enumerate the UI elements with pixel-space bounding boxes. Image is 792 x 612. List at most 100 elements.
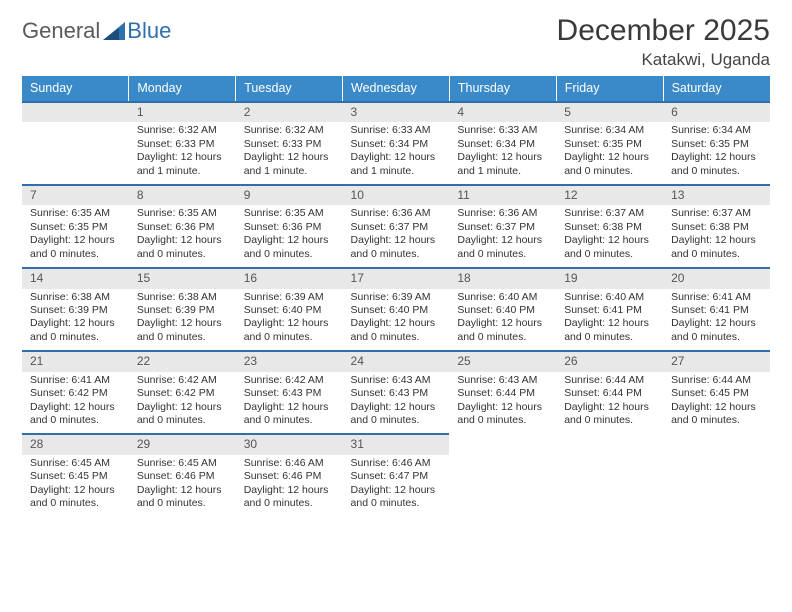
daylight-text-1: Daylight: 12 hours	[351, 234, 444, 247]
daylight-text-2: and 0 minutes.	[30, 331, 123, 344]
day-number-cell: 4	[449, 102, 556, 122]
day-info-cell	[663, 455, 770, 517]
sunset-text: Sunset: 6:43 PM	[244, 387, 337, 400]
daylight-text-1: Daylight: 12 hours	[457, 151, 550, 164]
day-info-cell: Sunrise: 6:42 AMSunset: 6:43 PMDaylight:…	[236, 372, 343, 435]
sunrise-text: Sunrise: 6:40 AM	[564, 291, 657, 304]
week-info-row: Sunrise: 6:32 AMSunset: 6:33 PMDaylight:…	[22, 122, 770, 185]
daylight-text-1: Daylight: 12 hours	[671, 151, 764, 164]
sunset-text: Sunset: 6:41 PM	[671, 304, 764, 317]
day-info-cell: Sunrise: 6:33 AMSunset: 6:34 PMDaylight:…	[449, 122, 556, 185]
daylight-text-2: and 0 minutes.	[30, 497, 123, 510]
daylight-text-1: Daylight: 12 hours	[457, 317, 550, 330]
day-info-cell: Sunrise: 6:36 AMSunset: 6:37 PMDaylight:…	[449, 205, 556, 268]
sunrise-text: Sunrise: 6:46 AM	[244, 457, 337, 470]
logo-blue-triangle-icon	[103, 22, 125, 40]
daylight-text-2: and 0 minutes.	[244, 497, 337, 510]
day-number-cell: 13	[663, 185, 770, 205]
week-daynum-row: 78910111213	[22, 185, 770, 205]
sunset-text: Sunset: 6:35 PM	[564, 138, 657, 151]
week-info-row: Sunrise: 6:41 AMSunset: 6:42 PMDaylight:…	[22, 372, 770, 435]
weekday-header: Monday	[129, 76, 236, 102]
daylight-text-2: and 0 minutes.	[671, 331, 764, 344]
day-info-cell: Sunrise: 6:38 AMSunset: 6:39 PMDaylight:…	[22, 289, 129, 352]
day-info-cell: Sunrise: 6:38 AMSunset: 6:39 PMDaylight:…	[129, 289, 236, 352]
logo: General Blue	[22, 18, 171, 44]
day-number-cell: 23	[236, 351, 343, 371]
day-info-cell: Sunrise: 6:46 AMSunset: 6:46 PMDaylight:…	[236, 455, 343, 517]
daylight-text-1: Daylight: 12 hours	[244, 484, 337, 497]
daylight-text-2: and 0 minutes.	[244, 331, 337, 344]
sunset-text: Sunset: 6:37 PM	[457, 221, 550, 234]
sunset-text: Sunset: 6:40 PM	[244, 304, 337, 317]
daylight-text-1: Daylight: 12 hours	[351, 484, 444, 497]
daylight-text-1: Daylight: 12 hours	[351, 401, 444, 414]
sunset-text: Sunset: 6:44 PM	[564, 387, 657, 400]
daylight-text-2: and 0 minutes.	[30, 414, 123, 427]
title-block: December 2025 Katakwi, Uganda	[557, 14, 770, 70]
header: General Blue December 2025 Katakwi, Ugan…	[22, 14, 770, 70]
week-info-row: Sunrise: 6:45 AM Sunset: 6:45 PM Daylight:…	[22, 455, 770, 517]
day-number-cell: 16	[236, 268, 343, 288]
day-info-cell: Sunrise: 6:44 AMSunset: 6:45 PMDaylight:…	[663, 372, 770, 435]
sunset-text: Sunset: 6:36 PM	[137, 221, 230, 234]
day-info-cell: Sunrise: 6:44 AMSunset: 6:44 PMDaylight:…	[556, 372, 663, 435]
sunrise-text: Sunrise: 6:32 AM	[244, 124, 337, 137]
sunset-text: Sunset: 6:47 PM	[351, 470, 444, 483]
daylight-text-2: and 0 minutes.	[457, 414, 550, 427]
day-number-cell: 28	[22, 434, 129, 454]
calendar-table: Sunday Monday Tuesday Wednesday Thursday…	[22, 76, 770, 517]
daylight-text-2: and 0 minutes.	[351, 248, 444, 261]
day-info-cell: Sunrise: 6:40 AMSunset: 6:41 PMDaylight:…	[556, 289, 663, 352]
sunset-text: Sunset: 6:45 PM	[30, 470, 123, 483]
day-number-cell: 24	[343, 351, 450, 371]
sunset-text: Sunset: 6:35 PM	[671, 138, 764, 151]
daylight-text-1: Daylight: 12 hours	[244, 151, 337, 164]
day-info-cell: Sunrise: 6:35 AMSunset: 6:36 PMDaylight:…	[129, 205, 236, 268]
sunrise-text: Sunrise: 6:33 AM	[351, 124, 444, 137]
sunset-text: Sunset: 6:46 PM	[137, 470, 230, 483]
weekday-header: Tuesday	[236, 76, 343, 102]
day-info-cell: Sunrise: 6:39 AMSunset: 6:40 PMDaylight:…	[343, 289, 450, 352]
sunrise-text: Sunrise: 6:36 AM	[457, 207, 550, 220]
sunrise-text: Sunrise: 6:45 AM	[137, 457, 230, 470]
day-info-cell: Sunrise: 6:32 AMSunset: 6:33 PMDaylight:…	[129, 122, 236, 185]
day-number-cell: 10	[343, 185, 450, 205]
sunrise-text: Sunrise: 6:39 AM	[351, 291, 444, 304]
sunrise-text: Sunrise: 6:32 AM	[137, 124, 230, 137]
sunrise-text: Sunrise: 6:44 AM	[564, 374, 657, 387]
daylight-text-2: and 0 minutes.	[457, 331, 550, 344]
day-number-cell: 1	[129, 102, 236, 122]
daylight-text-2: and 1 minute.	[457, 165, 550, 178]
day-number-cell: 5	[556, 102, 663, 122]
day-info-cell: Sunrise: 6:40 AMSunset: 6:40 PMDaylight:…	[449, 289, 556, 352]
sunset-text: Sunset: 6:43 PM	[351, 387, 444, 400]
daylight-text-2: and 0 minutes.	[564, 414, 657, 427]
daylight-text-1: Daylight: 12 hours	[244, 234, 337, 247]
sunset-text: Sunset: 6:39 PM	[30, 304, 123, 317]
daylight-text-1: Daylight: 12 hours	[137, 234, 230, 247]
sunrise-text: Sunrise: 6:38 AM	[137, 291, 230, 304]
day-info-cell: Sunrise: 6:32 AMSunset: 6:33 PMDaylight:…	[236, 122, 343, 185]
daylight-text-2: and 0 minutes.	[30, 248, 123, 261]
sunrise-text: Sunrise: 6:38 AM	[30, 291, 123, 304]
week-daynum-row: 21222324252627	[22, 351, 770, 371]
daylight-text-1: Daylight: 12 hours	[30, 317, 123, 330]
sunset-text: Sunset: 6:38 PM	[671, 221, 764, 234]
daylight-text-2: and 0 minutes.	[351, 497, 444, 510]
day-number-cell: 30	[236, 434, 343, 454]
sunset-text: Sunset: 6:44 PM	[457, 387, 550, 400]
sunrise-text: Sunrise: 6:34 AM	[671, 124, 764, 137]
daylight-text-2: and 0 minutes.	[137, 414, 230, 427]
week-info-row: Sunrise: 6:38 AMSunset: 6:39 PMDaylight:…	[22, 289, 770, 352]
sunset-text: Sunset: 6:40 PM	[351, 304, 444, 317]
daylight-text-1: Daylight: 12 hours	[564, 401, 657, 414]
daylight-text-2: and 0 minutes.	[137, 497, 230, 510]
sunset-text: Sunset: 6:38 PM	[564, 221, 657, 234]
sunset-text: Sunset: 6:42 PM	[30, 387, 123, 400]
sunset-text: Sunset: 6:34 PM	[457, 138, 550, 151]
day-number-cell: 29	[129, 434, 236, 454]
day-info-cell: Sunrise: 6:35 AMSunset: 6:35 PMDaylight:…	[22, 205, 129, 268]
sunrise-text: Sunrise: 6:40 AM	[457, 291, 550, 304]
day-number-cell: 21	[22, 351, 129, 371]
